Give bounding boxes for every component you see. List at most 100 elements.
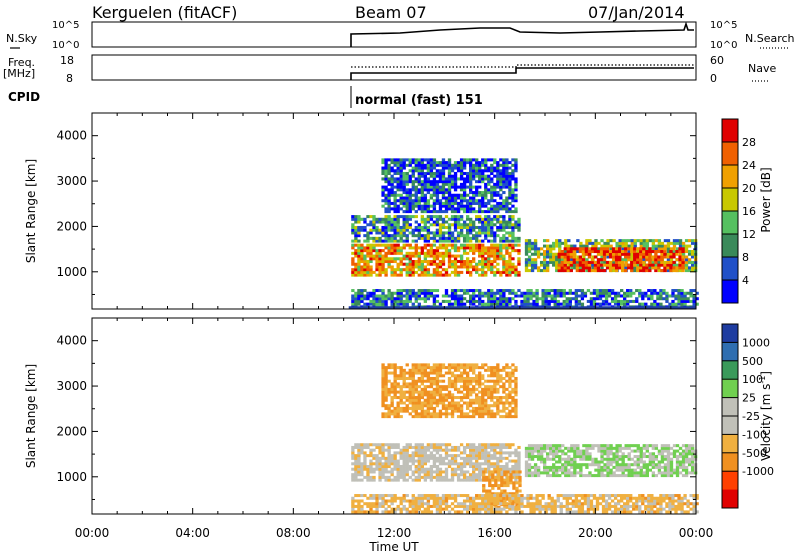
echo-cell bbox=[450, 254, 455, 258]
echo-cell bbox=[654, 244, 659, 248]
echo-cell bbox=[384, 273, 388, 277]
echo-cell bbox=[420, 443, 424, 447]
echo-cell bbox=[606, 452, 610, 456]
echo-cell bbox=[478, 207, 482, 211]
echo-cell bbox=[493, 166, 497, 170]
echo-cell bbox=[484, 236, 488, 240]
echo-cell bbox=[465, 204, 470, 208]
echo-cell bbox=[651, 263, 655, 267]
echo-cell bbox=[441, 223, 446, 227]
echo-cell bbox=[514, 462, 518, 466]
echo-cell bbox=[435, 371, 440, 375]
echo-cell bbox=[441, 398, 446, 402]
echo-cell bbox=[484, 228, 488, 232]
echo-cell bbox=[542, 463, 547, 467]
echo-cell bbox=[381, 387, 385, 391]
echo-cell bbox=[594, 463, 598, 467]
echo-cell bbox=[681, 269, 685, 273]
echo-cell bbox=[402, 158, 406, 162]
echo-cell bbox=[414, 262, 418, 266]
echo-cell bbox=[487, 201, 491, 205]
echo-cell bbox=[402, 302, 406, 306]
echo-cell bbox=[387, 456, 391, 460]
echo-cell bbox=[438, 412, 443, 416]
echo-cell bbox=[605, 247, 610, 251]
echo-cell bbox=[487, 207, 491, 211]
echo-cell bbox=[438, 273, 443, 277]
colorbar-segment bbox=[722, 280, 738, 304]
echo-cell bbox=[666, 444, 671, 448]
echo-cell bbox=[493, 249, 497, 253]
echo-cell bbox=[663, 252, 667, 256]
echo-cell bbox=[417, 467, 421, 471]
echo-cell bbox=[624, 463, 628, 467]
echo-cell bbox=[478, 448, 482, 452]
echo-cell bbox=[569, 252, 573, 256]
echo-cell bbox=[453, 254, 458, 258]
echo-cell bbox=[357, 239, 361, 243]
echo-cell bbox=[381, 217, 385, 221]
echo-cell bbox=[372, 475, 376, 479]
echo-cell bbox=[549, 465, 553, 469]
echo-cell bbox=[508, 196, 512, 200]
echo-cell bbox=[432, 294, 437, 298]
echo-cell bbox=[351, 297, 355, 301]
echo-cell bbox=[402, 268, 406, 272]
echo-cell bbox=[497, 478, 501, 482]
echo-cell bbox=[511, 215, 515, 219]
echo-cell bbox=[609, 468, 613, 472]
echo-cell bbox=[453, 193, 458, 197]
echo-cell bbox=[378, 220, 382, 224]
echo-cell bbox=[426, 161, 431, 165]
echo-cell bbox=[405, 371, 409, 375]
echo-cell bbox=[687, 449, 692, 453]
echo-cell bbox=[456, 169, 461, 173]
echo-cell bbox=[505, 299, 509, 303]
echo-cell bbox=[444, 161, 449, 165]
echo-cell bbox=[481, 225, 485, 229]
echo-cell bbox=[484, 412, 488, 416]
echo-cell bbox=[585, 444, 589, 448]
echo-cell bbox=[468, 448, 473, 452]
echo-cell bbox=[487, 396, 491, 400]
echo-cell bbox=[426, 270, 431, 274]
echo-cell bbox=[547, 299, 551, 303]
echo-cell bbox=[393, 393, 397, 397]
echo-cell bbox=[468, 404, 473, 408]
echo-cell bbox=[558, 244, 562, 248]
echo-cell bbox=[642, 471, 646, 475]
echo-cell bbox=[562, 294, 566, 298]
echo-cell bbox=[487, 379, 491, 383]
echo-cell bbox=[472, 478, 476, 482]
echo-cell bbox=[366, 246, 370, 250]
echo-cell bbox=[459, 470, 464, 474]
echo-cell bbox=[426, 445, 431, 449]
echo-cell bbox=[552, 446, 556, 450]
echo-cell bbox=[387, 260, 391, 264]
echo-cell bbox=[354, 456, 358, 460]
echo-cell bbox=[447, 401, 452, 405]
echo-cell bbox=[387, 217, 391, 221]
echo-cell bbox=[600, 460, 604, 464]
echo-cell bbox=[684, 457, 689, 461]
echo-cell bbox=[453, 404, 458, 408]
echo-cell bbox=[590, 269, 595, 273]
echo-cell bbox=[390, 182, 394, 186]
echo-cell bbox=[645, 247, 649, 251]
echo-cell bbox=[626, 289, 630, 293]
echo-cell bbox=[618, 474, 622, 478]
echo-cell bbox=[660, 252, 664, 256]
echo-cell bbox=[635, 289, 639, 293]
echo-cell bbox=[414, 260, 418, 264]
echo-cell bbox=[393, 374, 397, 378]
echo-cell bbox=[420, 210, 424, 214]
echo-cell bbox=[633, 468, 637, 472]
echo-cell bbox=[573, 455, 577, 459]
echo-cell bbox=[453, 401, 458, 405]
echo-cell bbox=[441, 366, 446, 370]
echo-cell bbox=[530, 247, 535, 251]
echo-cell bbox=[636, 269, 640, 273]
echo-cell bbox=[432, 273, 437, 277]
echo-cell bbox=[450, 234, 455, 238]
echo-cell bbox=[639, 241, 643, 245]
